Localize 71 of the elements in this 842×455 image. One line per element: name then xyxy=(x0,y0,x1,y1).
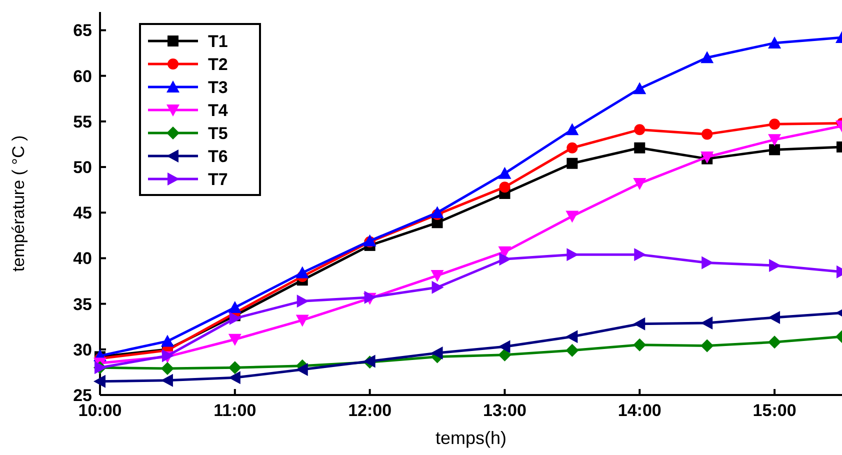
point xyxy=(94,374,106,388)
y-tick-label: 40 xyxy=(73,249,92,268)
point xyxy=(430,270,444,282)
point xyxy=(768,310,780,324)
point xyxy=(160,334,174,347)
y-tick-label: 65 xyxy=(73,21,92,40)
point xyxy=(768,36,782,49)
x-tick-label: 13:00 xyxy=(482,401,526,420)
point xyxy=(228,361,242,374)
point xyxy=(700,51,714,64)
point xyxy=(498,340,510,354)
legend-label: T3 xyxy=(208,78,228,97)
point xyxy=(702,128,713,140)
point xyxy=(160,362,174,376)
point xyxy=(702,256,714,270)
point xyxy=(769,144,780,156)
point xyxy=(633,82,646,94)
point xyxy=(700,316,713,330)
x-tick-label: 11:00 xyxy=(214,401,256,420)
y-tick-label: 55 xyxy=(73,112,92,132)
point xyxy=(769,118,780,130)
legend-label: T7 xyxy=(208,170,228,189)
point xyxy=(769,259,782,272)
point xyxy=(228,334,242,346)
point xyxy=(633,338,646,352)
point xyxy=(498,246,512,258)
point xyxy=(566,123,579,136)
point xyxy=(566,210,579,223)
point xyxy=(768,134,782,146)
point xyxy=(430,346,443,360)
y-tick-label: 30 xyxy=(73,340,92,360)
y-tick-label: 60 xyxy=(73,66,92,86)
point xyxy=(634,124,646,136)
point xyxy=(498,348,512,362)
point xyxy=(228,371,240,384)
legend-label: T4 xyxy=(208,100,228,120)
legend-label: T5 xyxy=(208,124,228,143)
y-axis-title: température ( °C ) xyxy=(9,135,28,272)
point xyxy=(566,248,579,262)
point xyxy=(430,206,444,218)
legend-label: T1 xyxy=(208,32,228,51)
point xyxy=(228,300,242,313)
point xyxy=(296,314,309,327)
point xyxy=(296,266,309,278)
point xyxy=(634,248,646,262)
point xyxy=(499,182,510,193)
point xyxy=(633,317,646,330)
point xyxy=(700,339,714,352)
point xyxy=(768,336,782,349)
legend-label: T6 xyxy=(208,146,228,166)
point xyxy=(566,158,578,169)
y-tick-label: 45 xyxy=(73,204,92,223)
point xyxy=(499,252,512,266)
y-tick-label: 50 xyxy=(73,158,92,177)
point xyxy=(296,362,308,376)
point xyxy=(566,330,578,344)
point xyxy=(432,280,444,294)
point xyxy=(498,166,512,179)
x-tick-label: 15:00 xyxy=(752,401,796,420)
point xyxy=(633,178,646,190)
x-tick-label: 12:00 xyxy=(348,401,392,420)
point xyxy=(296,294,309,308)
legend-label: T2 xyxy=(208,54,228,74)
x-axis-title: temps(h) xyxy=(435,428,507,448)
point xyxy=(160,374,173,387)
point xyxy=(229,312,242,325)
y-tick-label: 35 xyxy=(73,294,92,314)
x-tick-label: 14:00 xyxy=(618,401,662,420)
point xyxy=(566,142,578,154)
point xyxy=(566,344,579,357)
point xyxy=(634,142,646,154)
